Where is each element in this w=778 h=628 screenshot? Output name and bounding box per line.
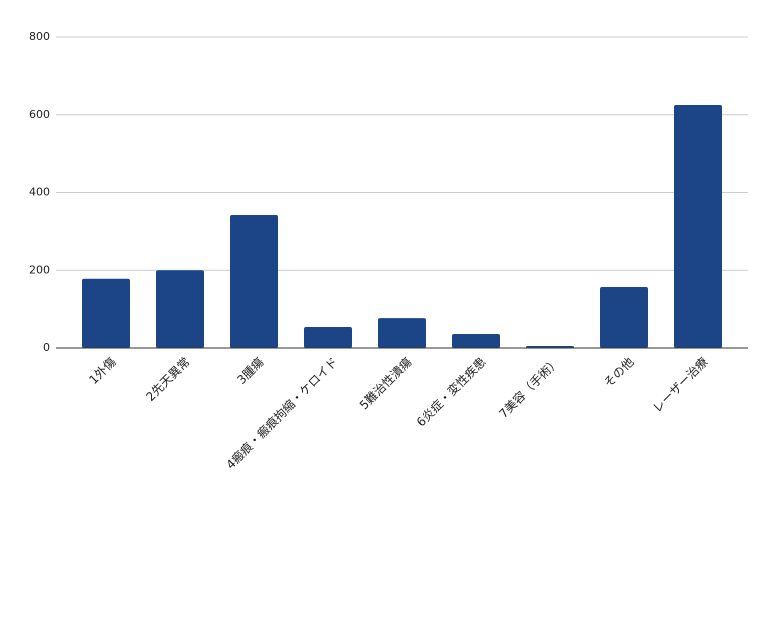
y-tick-label: 800 (29, 30, 50, 43)
bar (230, 215, 278, 348)
y-tick-label: 200 (29, 263, 50, 276)
x-tick-label: 7美容（手術） (496, 354, 563, 421)
bar (674, 105, 722, 348)
bar (452, 334, 500, 348)
y-tick-label: 0 (43, 341, 50, 354)
bar (82, 278, 130, 348)
x-tick-label: 1外傷 (86, 354, 119, 387)
x-tick-label: 6炎症・変性疾患 (413, 354, 488, 429)
y-tick-label: 600 (29, 108, 50, 121)
x-tick-label: 5難治性潰瘍 (356, 354, 414, 412)
bar (600, 286, 648, 348)
x-tick-label: 3腫瘍 (234, 354, 267, 387)
bar (378, 318, 426, 348)
x-tick-label: 2先天異常 (143, 355, 192, 404)
x-tick-label: その他 (601, 355, 636, 390)
bar (156, 270, 204, 348)
x-tick-label: レーザー治療 (650, 355, 711, 416)
bar (304, 327, 352, 348)
y-tick-label: 400 (29, 186, 50, 199)
